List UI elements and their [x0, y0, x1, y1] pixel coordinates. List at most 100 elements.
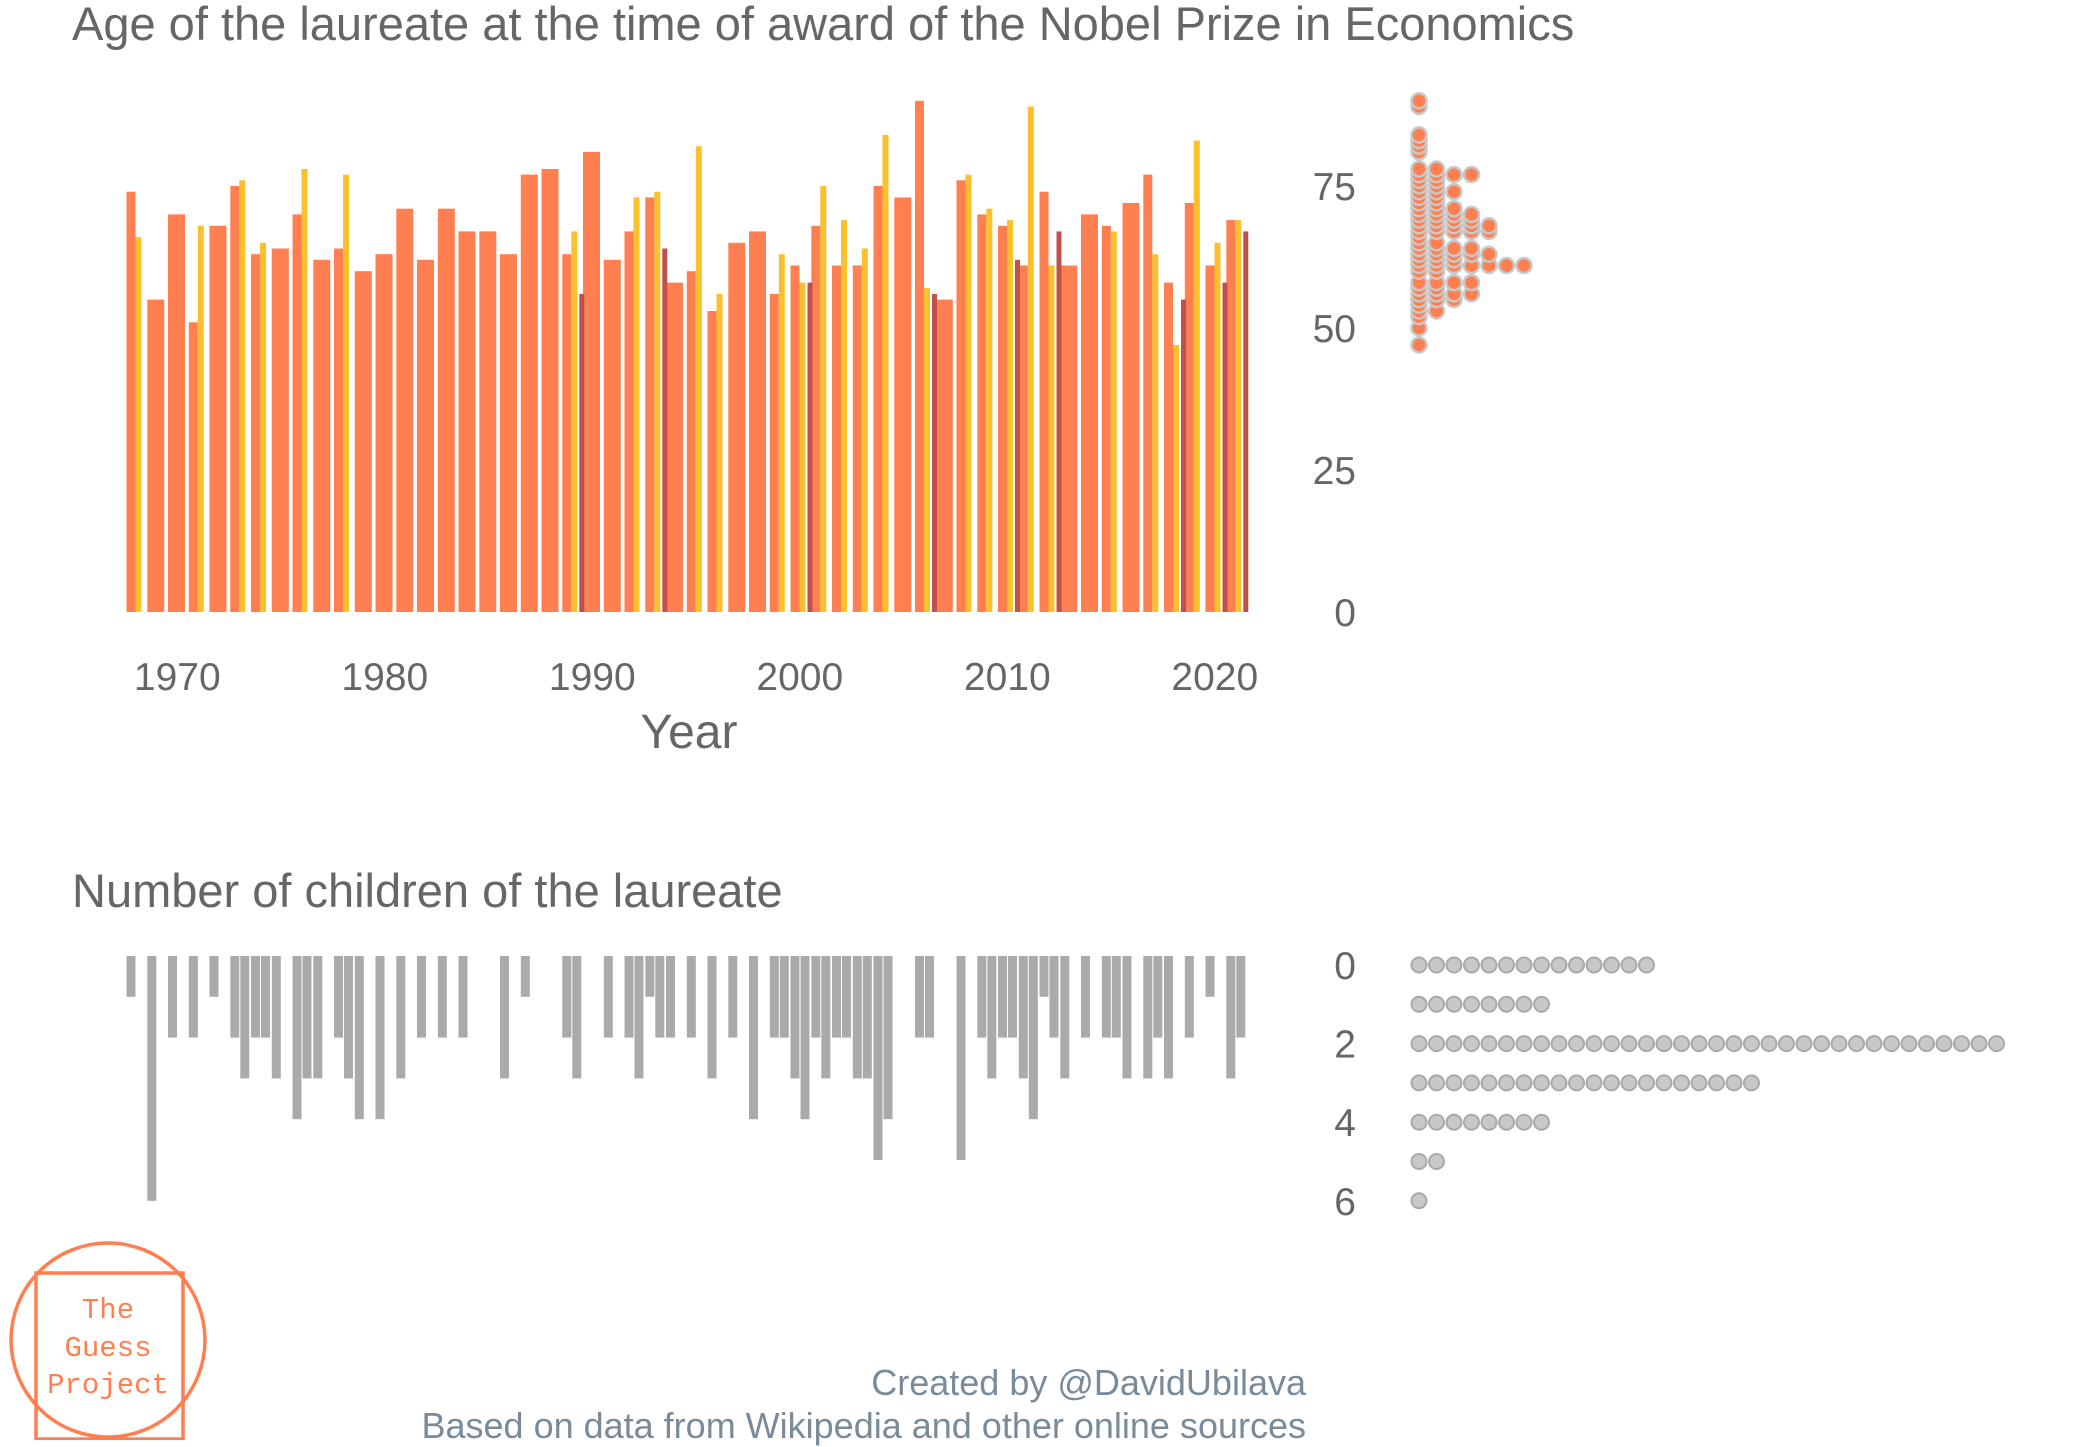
age-bar-1979-2 — [343, 174, 349, 612]
child-bar-2018-1 — [1143, 956, 1153, 1079]
child-bar-1996-1 — [686, 956, 696, 1038]
age-bar-1969-1 — [126, 191, 136, 612]
age-bar-2011-1 — [998, 225, 1007, 613]
age-bar-2020-2 — [1193, 140, 1200, 612]
age-bar-2010-2 — [986, 208, 993, 612]
children-dot-2-26 — [1848, 1035, 1865, 1053]
age-dot-78-1 — [1410, 160, 1428, 178]
age-dot-61-6 — [1497, 256, 1516, 275]
age-bar-2021-2 — [1214, 242, 1221, 613]
children-chart-title: Number of children of the laureate — [72, 864, 783, 917]
children-dot-1-6 — [1498, 995, 1515, 1013]
children-tick-2: 2 — [1334, 1024, 1356, 1067]
child-bar-1974-1 — [230, 956, 240, 1038]
age-bars — [126, 100, 1249, 613]
children-dot-1-3 — [1445, 995, 1463, 1013]
child-bar-1998-1 — [728, 956, 738, 1038]
child-bar-2021-1 — [1205, 956, 1215, 997]
children-dot-3-8 — [1533, 1074, 1550, 1092]
child-bar-1993-1 — [624, 956, 634, 1038]
age-dot-64-3 — [1445, 239, 1463, 258]
child-bar-1999-1 — [749, 956, 758, 1120]
age-bar-1980-1 — [354, 271, 372, 612]
age-dot-74-3 — [1445, 182, 1463, 201]
age-bar-1997-1 — [707, 311, 717, 612]
child-bar-2002-1 — [811, 956, 821, 1038]
children-dot-histogram — [1410, 956, 2005, 1210]
age-bar-1969-2 — [135, 237, 142, 612]
children-dot-1-5 — [1480, 995, 1498, 1013]
children-dot-4-4 — [1463, 1113, 1480, 1131]
x-tick-2000: 2000 — [756, 656, 843, 699]
children-dot-2-34 — [1988, 1035, 2005, 1053]
age-x-axis: 1970 1980 1990 2000 2010 2020 Year — [134, 656, 1258, 759]
age-dot-58-4 — [1462, 273, 1481, 292]
age-bar-2002-1 — [811, 225, 821, 613]
age-bar-1990-3 — [579, 293, 585, 612]
age-bar-1999-1 — [749, 231, 766, 612]
age-bar-1984-1 — [437, 208, 455, 612]
age-bar-1978-1 — [313, 259, 331, 612]
age-bar-1998-1 — [728, 242, 746, 613]
child-bar-1981-1 — [375, 956, 385, 1120]
child-bar-2003-2 — [842, 956, 851, 1038]
age-dot-47-1 — [1410, 336, 1428, 354]
age-dot-61-7 — [1515, 256, 1533, 275]
child-bar-1988-1 — [520, 956, 530, 997]
age-bar-2016-1 — [1101, 225, 1111, 613]
logo-line-1: The — [82, 1294, 134, 1327]
child-bar-1973-1 — [209, 956, 219, 997]
children-dot-0-8 — [1533, 956, 1550, 974]
age-bar-1994-3 — [662, 248, 668, 612]
age-bar-2004-1 — [852, 265, 862, 612]
child-bar-2016-2 — [1111, 956, 1121, 1038]
x-tick-1970: 1970 — [134, 656, 221, 699]
age-bar-2014-1 — [1060, 265, 1078, 612]
age-bar-1990-1 — [562, 254, 572, 612]
x-tick-2020: 2020 — [1171, 656, 1258, 699]
x-axis-title: Year — [641, 706, 738, 759]
children-dot-3-5 — [1480, 1074, 1498, 1092]
age-bar-2000-2 — [778, 254, 785, 612]
child-bar-2002-2 — [821, 956, 831, 1079]
age-bar-2017-1 — [1122, 203, 1140, 612]
child-bar-2007-2 — [925, 956, 934, 1038]
age-bar-2022-1 — [1226, 220, 1236, 612]
age-bar-1970-1 — [147, 299, 165, 612]
children-dot-4-1 — [1410, 1113, 1428, 1131]
child-bar-1994-1 — [645, 956, 655, 997]
children-dot-0-2 — [1428, 956, 1445, 974]
children-dot-2-7 — [1515, 1035, 1533, 1053]
x-tick-1990: 1990 — [549, 656, 636, 699]
age-bar-2019-1 — [1164, 282, 1173, 612]
children-dot-1-2 — [1428, 995, 1445, 1013]
children-dot-1-1 — [1410, 995, 1428, 1013]
child-bar-2001-1 — [790, 956, 800, 1079]
children-dot-2-13 — [1620, 1035, 1638, 1053]
age-bar-1987-1 — [500, 254, 517, 612]
child-bar-1987-1 — [500, 956, 509, 1079]
age-dot-77-4 — [1462, 165, 1481, 184]
children-dot-2-3 — [1445, 1035, 1463, 1053]
age-bar-2005-2 — [882, 134, 889, 612]
children-dot-2-2 — [1428, 1035, 1445, 1053]
children-dot-0-14 — [1638, 956, 1655, 974]
age-bar-2007-3 — [932, 293, 937, 612]
age-dot-77-3 — [1445, 165, 1463, 184]
child-bar-2014-1 — [1060, 956, 1070, 1079]
child-bar-1979-1 — [334, 956, 343, 1038]
child-bar-2019-1 — [1164, 956, 1173, 1079]
children-dot-2-28 — [1883, 1035, 1900, 1053]
age-bar-2009-1 — [956, 180, 966, 613]
children-dot-2-32 — [1953, 1035, 1970, 1053]
age-bar-2011-3 — [1015, 259, 1020, 612]
children-bars — [126, 956, 1246, 1201]
children-dot-3-11 — [1585, 1074, 1603, 1092]
age-bar-2013-3 — [1056, 231, 1062, 612]
age-bar-1976-1 — [271, 248, 289, 612]
child-bar-2018-2 — [1153, 956, 1163, 1038]
children-dot-2-4 — [1463, 1035, 1480, 1053]
age-bar-1971-1 — [168, 214, 185, 612]
child-bar-1977-1 — [292, 956, 302, 1120]
guess-project-logo: The Guess Project — [9, 1241, 207, 1440]
